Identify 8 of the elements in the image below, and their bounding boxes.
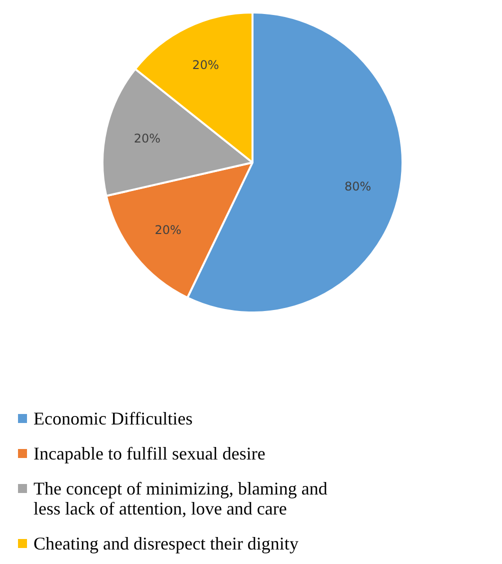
data-label: 20% bbox=[134, 131, 161, 146]
legend-label: Cheating and disrespect their dignity bbox=[34, 534, 298, 554]
data-label: 20% bbox=[192, 58, 219, 72]
data-label: 20% bbox=[154, 222, 182, 237]
legend-label: Incapable to fulfill sexual desire bbox=[34, 444, 266, 464]
legend-label: The concept of minimizing, blaming and less lack of attention, love and care bbox=[34, 478, 328, 518]
data-label: 80% bbox=[344, 180, 372, 194]
legend-label: Economic Difficulties bbox=[34, 408, 193, 428]
